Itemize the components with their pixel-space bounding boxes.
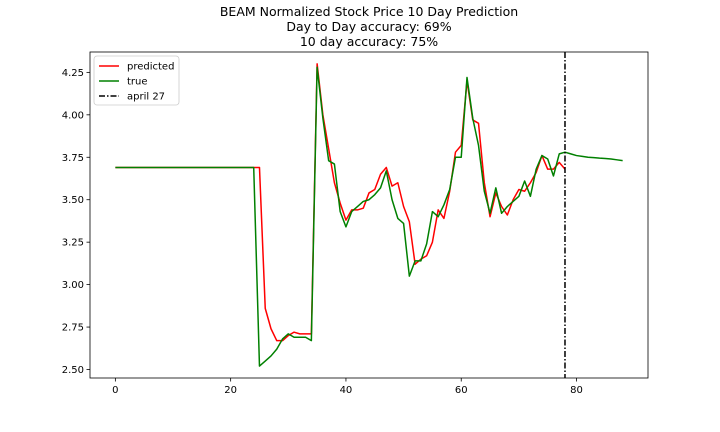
y-axis: 2.50 2.75 3.00 3.25 3.50 3.75 4.00 4.25 <box>62 68 90 376</box>
x-tick-label: 20 <box>224 385 237 396</box>
y-tick-label: 2.50 <box>62 365 84 376</box>
plot-area-frame <box>89 51 649 379</box>
legend-label-true: true <box>127 77 148 88</box>
chart-title: BEAM Normalized Stock Price 10 Day Predi… <box>220 4 518 49</box>
y-tick-label: 4.00 <box>62 110 84 121</box>
x-axis: 0 20 40 60 80 <box>112 378 583 396</box>
x-tick-label: 40 <box>340 385 353 396</box>
y-tick-label: 4.25 <box>62 68 84 79</box>
series-layer <box>115 63 623 367</box>
y-tick-label: 3.50 <box>62 195 84 206</box>
y-tick-label: 3.25 <box>62 238 84 249</box>
legend: predicted true april 27 <box>93 55 180 106</box>
x-tick-label: 60 <box>455 385 468 396</box>
y-tick-label: 3.75 <box>62 153 84 164</box>
x-tick-label: 80 <box>570 385 583 396</box>
chart-title-line-2: Day to Day accuracy: 69% <box>286 19 451 34</box>
legend-box <box>93 55 180 106</box>
y-tick-label: 3.00 <box>62 280 84 291</box>
chart-title-line-3: 10 day accuracy: 75% <box>300 34 438 49</box>
y-tick-label: 2.75 <box>62 323 84 334</box>
series-line-true <box>115 66 623 367</box>
legend-label-april-27: april 27 <box>127 92 165 103</box>
chart-title-line-1: BEAM Normalized Stock Price 10 Day Predi… <box>220 4 518 19</box>
x-tick-label: 0 <box>112 385 118 396</box>
legend-label-predicted: predicted <box>127 62 174 73</box>
